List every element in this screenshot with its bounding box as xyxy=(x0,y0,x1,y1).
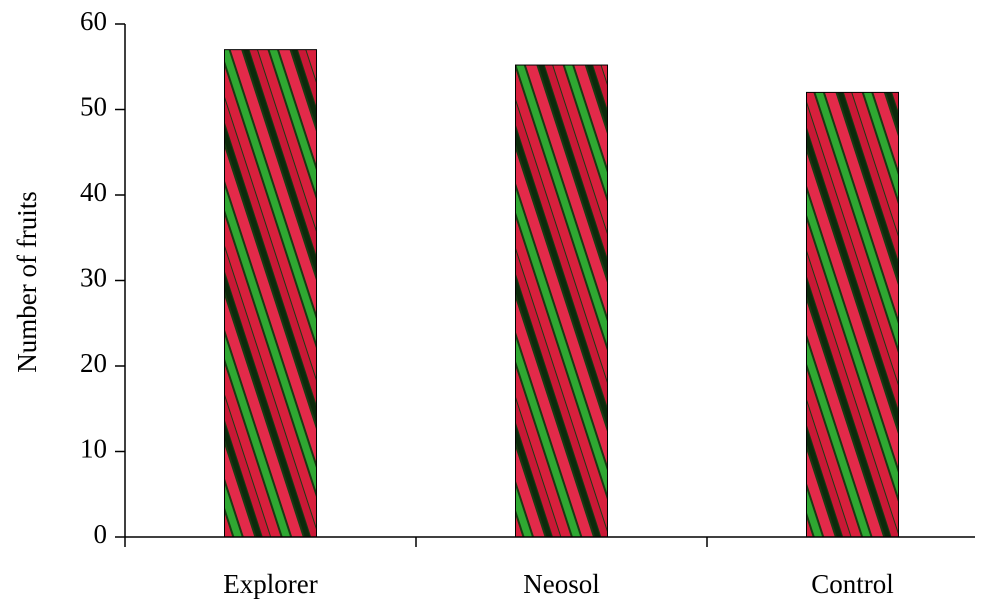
y-tick-label: 60 xyxy=(80,6,107,36)
y-axis-label: Number of fruits xyxy=(12,191,42,372)
y-tick-label: 50 xyxy=(80,92,107,122)
bar xyxy=(806,91,899,538)
x-tick-label: Neosol xyxy=(523,569,600,599)
y-tick-label: 0 xyxy=(94,519,108,549)
y-tick-label: 30 xyxy=(80,263,107,293)
bar xyxy=(224,49,317,538)
x-tick-label: Control xyxy=(811,569,894,599)
bar xyxy=(515,64,608,538)
y-tick-label: 10 xyxy=(80,434,107,464)
y-tick-label: 40 xyxy=(80,177,107,207)
x-tick-label: Explorer xyxy=(223,569,317,599)
y-tick-label: 20 xyxy=(80,348,107,378)
